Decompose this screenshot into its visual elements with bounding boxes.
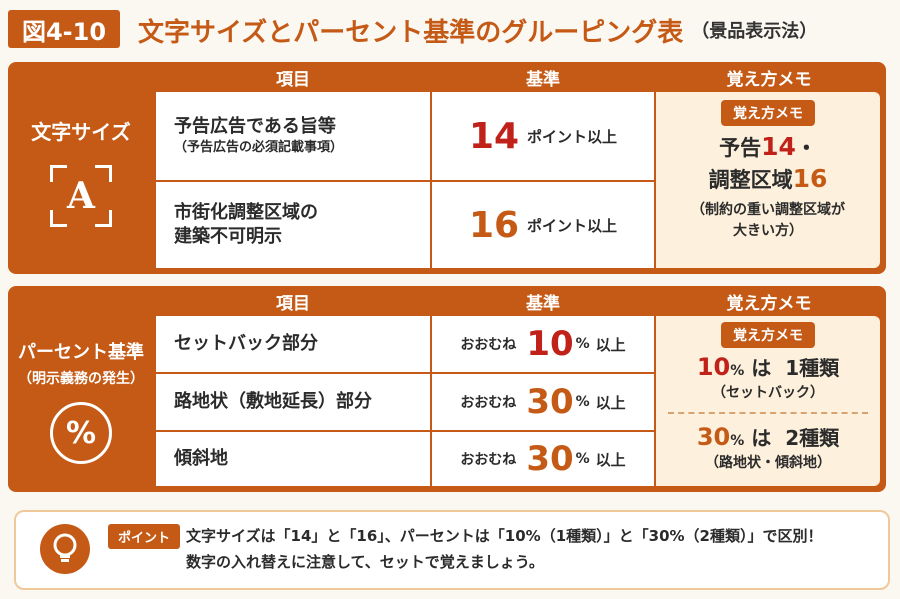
standard-unit: ポイント以上 <box>527 216 618 235</box>
item-text: セットバック部分 <box>174 332 318 354</box>
item-note: （予告広告の必須記載事項） <box>174 140 344 156</box>
item-text: 市街化調整区域の <box>174 201 318 223</box>
text-size-label: 文字サイズ <box>31 120 131 144</box>
standard-prefix: おおむね <box>460 452 517 468</box>
item-text: 建築不可明示 <box>174 226 282 247</box>
point-box: ポイント 文字サイズは「14」と「16」、パーセントは「10%（1種類）」と「3… <box>14 510 890 590</box>
standard-unit: 以上 <box>595 450 626 469</box>
item-cell: セットバック部分 <box>156 316 430 372</box>
standard-unit: 以上 <box>595 393 626 412</box>
font-size-icon: A <box>50 165 112 227</box>
standard-prefix: おおむね <box>460 337 517 353</box>
item-cell: 傾斜地 <box>156 432 430 486</box>
point-tag: ポイント <box>108 524 181 549</box>
standard-value: 16 <box>468 204 520 246</box>
item-text: 予告広告である旨等 <box>174 116 336 138</box>
standard-cell: 14 ポイント以上 <box>432 92 654 180</box>
col-standard-header: 基準 <box>526 293 560 314</box>
memo-line: 予告14・ <box>719 132 817 161</box>
percent-panel: パーセント基準 （明示義務の発生） % 項目 基準 覚え方メモ セットバック部分… <box>8 286 886 492</box>
col-item-header: 項目 <box>276 293 310 314</box>
memo-divider <box>668 412 868 414</box>
memo-note: （路地状・傾斜地） <box>705 455 831 471</box>
text-size-side: 文字サイズ A <box>8 62 154 274</box>
item-cell: 路地状（敷地延長）部分 <box>156 374 430 430</box>
standard-percent: % <box>575 336 590 352</box>
standard-value: 30 <box>526 439 574 479</box>
memo-note: （セットバック） <box>712 385 824 401</box>
point-text: 文字サイズは「14」と「16」、パーセントは「10%（1種類）」と「30%（2種… <box>186 527 823 571</box>
lightbulb-icon <box>40 524 90 574</box>
item-text: 路地状（敷地延長）部分 <box>174 390 372 412</box>
standard-cell: 16 ポイント以上 <box>432 182 654 268</box>
memo-cell: 覚え方メモ 10% は 1種類 （セットバック） 30% は 2種類 （路地状・… <box>656 316 880 486</box>
memo-cell: 覚え方メモ 予告14・ 調整区域16 （制約の重い調整区域が 大きい方） <box>656 92 880 268</box>
item-text: 傾斜地 <box>174 447 228 469</box>
standard-value: 30 <box>526 382 574 422</box>
memo-tag: 覚え方メモ <box>721 100 815 126</box>
standard-unit: ポイント以上 <box>527 127 618 146</box>
figure-label: 図4-10 <box>8 10 120 48</box>
percent-icon: % <box>50 402 112 464</box>
standard-prefix: おおむね <box>460 395 517 411</box>
standard-percent: % <box>575 451 590 467</box>
standard-unit: 以上 <box>595 335 626 354</box>
col-standard-header: 基準 <box>526 69 560 90</box>
title-subtitle: （景品表示法） <box>691 21 818 42</box>
page-title: 文字サイズとパーセント基準のグルーピング表 （景品表示法） <box>138 10 817 50</box>
percent-label: パーセント基準 <box>18 342 144 363</box>
col-memo-header: 覚え方メモ <box>726 69 812 90</box>
standard-cell: おおむね 10 % 以上 <box>432 316 654 372</box>
standard-percent: % <box>575 394 590 410</box>
memo-note: （制約の重い調整区域が 大きい方） <box>691 202 845 239</box>
memo-group-10: 10% は 1種類 <box>696 353 840 381</box>
memo-tag: 覚え方メモ <box>721 322 815 348</box>
standard-cell: おおむね 30 % 以上 <box>432 432 654 486</box>
memo-line: 調整区域16 <box>708 164 828 193</box>
percent-side: パーセント基準 （明示義務の発生） % <box>8 286 154 492</box>
title-text: 文字サイズとパーセント基準のグルーピング表 <box>138 17 684 48</box>
standard-value: 10 <box>526 324 574 364</box>
standard-cell: おおむね 30 % 以上 <box>432 374 654 430</box>
col-item-header: 項目 <box>276 69 310 90</box>
col-memo-header: 覚え方メモ <box>726 293 812 314</box>
memo-group-30: 30% は 2種類 <box>696 423 840 451</box>
text-size-panel: 文字サイズ A 項目 基準 覚え方メモ 予告広告である旨等 （予告広告の必須記載… <box>8 62 886 274</box>
item-cell: 予告広告である旨等 （予告広告の必須記載事項） <box>156 92 430 180</box>
item-cell: 市街化調整区域の 建築不可明示 <box>156 182 430 268</box>
percent-sub-label: （明示義務の発生） <box>18 371 144 387</box>
standard-value: 14 <box>468 115 520 157</box>
